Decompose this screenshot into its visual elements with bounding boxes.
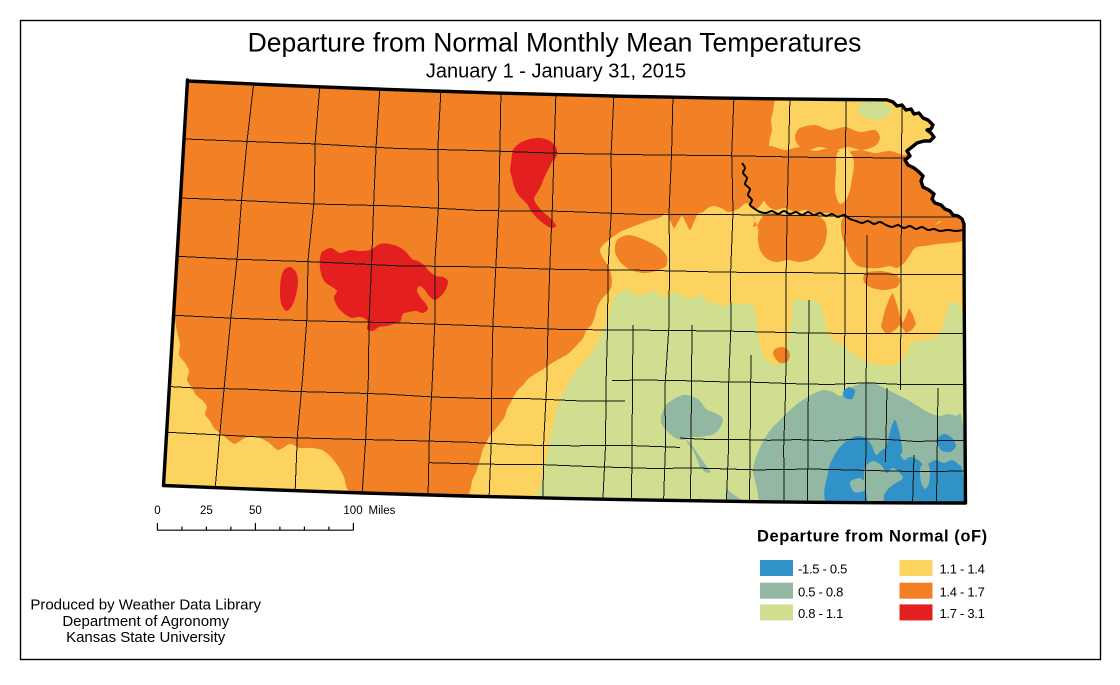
- svg-text:1.1 - 1.4: 1.1 - 1.4: [940, 562, 985, 577]
- svg-text:0.5 - 0.8: 0.5 - 0.8: [798, 584, 843, 599]
- svg-text:0: 0: [154, 505, 160, 517]
- svg-text:Kansas State University: Kansas State University: [66, 629, 226, 646]
- svg-text:Departure from Normal (oF): Departure from Normal (oF): [757, 528, 988, 546]
- svg-text:January 1 - January 31, 2015: January 1 - January 31, 2015: [426, 61, 686, 83]
- svg-text:Department of Agronomy: Department of Agronomy: [62, 613, 229, 630]
- svg-text:Miles: Miles: [369, 505, 396, 517]
- svg-text:Produced by Weather Data Libra: Produced by Weather Data Library: [30, 597, 261, 614]
- svg-text:100: 100: [343, 505, 362, 517]
- svg-text:1.4 - 1.7: 1.4 - 1.7: [940, 584, 985, 599]
- svg-text:-1.5 - 0.5: -1.5 - 0.5: [798, 562, 847, 577]
- svg-text:25: 25: [200, 505, 213, 517]
- svg-text:Departure from Normal Monthly: Departure from Normal Monthly Mean Tempe…: [248, 28, 862, 58]
- svg-text:50: 50: [249, 505, 262, 517]
- svg-text:0.8 - 1.1: 0.8 - 1.1: [798, 606, 843, 621]
- svg-text:1.7 - 3.1: 1.7 - 3.1: [940, 606, 985, 621]
